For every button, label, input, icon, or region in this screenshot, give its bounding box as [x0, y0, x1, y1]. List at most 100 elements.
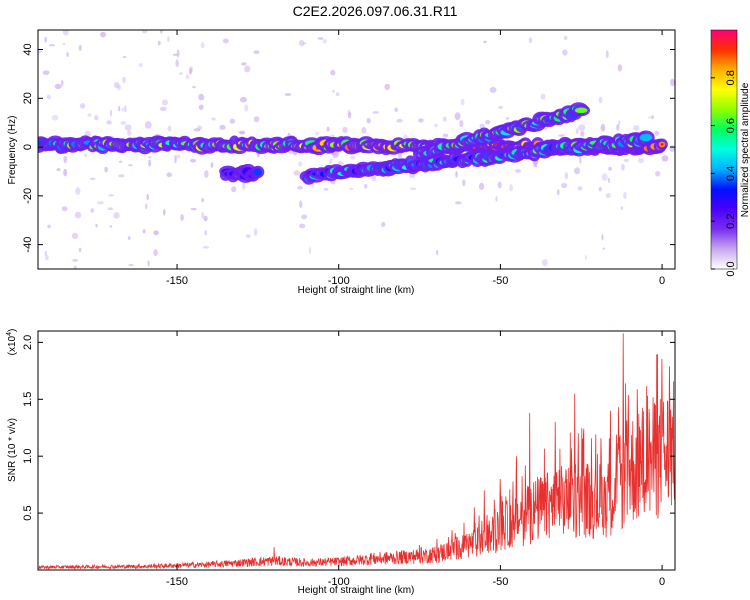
snr-y-axis-label: SNR (10 * v/v) [7, 418, 18, 482]
spectrogram-speckle [479, 123, 485, 129]
spectrogram-speckle [601, 234, 604, 241]
spectrogram-speckle [113, 211, 120, 219]
spectrogram-cell [574, 107, 588, 114]
snr-y-tick-label: 1.0 [22, 449, 34, 464]
spectrogram-speckle [94, 114, 99, 121]
spectrogram-speckle [142, 229, 146, 234]
spectrogram-speckle [617, 64, 623, 72]
snr-y-tick-label: 0.5 [22, 505, 34, 520]
spectrogram-speckle [241, 62, 247, 66]
spectrogram-speckle [384, 83, 391, 91]
spectrogram-cell [639, 133, 653, 142]
spectrogram-speckle [623, 192, 627, 199]
spectrogram-speckle [197, 125, 203, 131]
spectrogram-speckle [147, 260, 150, 267]
spectrogram-speckle [302, 42, 307, 45]
spectrogram-speckle [509, 184, 513, 192]
spectrogram-speckle [618, 120, 621, 126]
spectrogram-speckle [607, 177, 610, 184]
spectrogram-speckle [418, 118, 424, 123]
spectrogram-speckle [605, 192, 611, 199]
spectrogram-speckle [577, 186, 583, 191]
spectrogram-speckle [301, 214, 308, 220]
spectrogram-speckle [669, 78, 675, 87]
spectrogram-speckle [533, 162, 538, 168]
spectrogram-speckle [409, 187, 417, 190]
spectrogram-speckle [638, 157, 645, 164]
spectrogram-speckle [189, 67, 192, 75]
spectrogram-speckle [253, 228, 258, 237]
spectrogram-speckle [189, 158, 196, 163]
spectrogram-speckle [79, 103, 86, 109]
colorbar-tick-label: 0.2 [725, 214, 737, 229]
spectrogram-speckle [211, 117, 216, 121]
spectrogram-speckle [198, 93, 205, 101]
spectrogram-speckle [63, 155, 68, 164]
spectrogram-speckle [600, 123, 606, 132]
spectrogram-speckle [315, 132, 319, 136]
spectrogram-speckle [239, 96, 247, 103]
spectrogram-speckle [669, 144, 675, 153]
spectrogram-speckle [372, 111, 379, 114]
spectrogram-speckle [655, 170, 661, 177]
spectrogram-y-tick-label: -20 [22, 188, 34, 204]
spectrogram-speckle [246, 234, 251, 238]
spectrogram-speckle [109, 109, 113, 117]
snr-frame [37, 330, 676, 571]
spectrogram-speckle [198, 104, 204, 110]
spectrogram-speckle [472, 165, 475, 169]
spectrogram-speckle [253, 116, 260, 123]
spectrogram-speckle [328, 158, 333, 165]
spectrogram-speckle [104, 166, 108, 173]
spectrogram-speckle [63, 168, 68, 177]
spectrogram-speckle [648, 116, 651, 119]
spectrogram-speckle [118, 160, 123, 164]
spectrogram-speckle [201, 197, 204, 203]
spectrogram-speckle [159, 30, 163, 34]
spectrogram-speckle [633, 124, 640, 131]
snr-y-scale-base: (x10 [7, 335, 18, 355]
spectrogram-speckle [332, 89, 335, 93]
spectrogram-speckle [558, 134, 565, 137]
spectrogram-speckle [298, 39, 305, 47]
spectrogram-speckle [363, 183, 368, 189]
spectrogram-speckle [598, 96, 603, 104]
spectrogram-speckle [371, 174, 377, 182]
snr-series-line [38, 333, 675, 570]
spectrogram-speckle [47, 224, 51, 229]
spectrogram-speckle [562, 49, 568, 56]
snr-plot-area [38, 331, 675, 570]
colorbar-tick-label: 0.0 [725, 261, 737, 276]
spectrogram-speckle [442, 116, 447, 122]
spectrogram-speckle [222, 38, 229, 44]
spectrogram-speckle [113, 81, 120, 89]
spectrogram-speckle [178, 72, 184, 75]
spectrogram-speckle [161, 99, 168, 106]
spectrogram-speckle [434, 123, 438, 128]
colorbar-ticks: 0.0 0.2 0.4 0.6 0.8 [711, 70, 737, 277]
spectrogram-cell-core [660, 143, 664, 146]
spectrogram-speckle [323, 187, 329, 191]
spectrogram-speckle [623, 158, 629, 163]
spectrogram-frame [37, 29, 676, 270]
spectrogram-speckle [124, 124, 132, 131]
spectrogram-speckle [330, 69, 336, 76]
snr-y-tick-label: 1.5 [22, 392, 34, 407]
spectrogram-speckle [495, 196, 498, 202]
spectrogram-speckle [580, 130, 585, 137]
spectrogram-speckle [147, 155, 152, 159]
spectrogram-speckle [210, 162, 214, 168]
spectrogram-speckle [561, 182, 568, 189]
snr-x-tick-label: -150 [166, 576, 188, 588]
spectrogram-speckle [78, 44, 82, 52]
spectrogram-speckle [326, 126, 330, 132]
spectrogram-y-tick-label: 20 [22, 92, 34, 104]
spectrogram-speckle [563, 35, 568, 41]
spectrogram-speckle [153, 230, 159, 236]
spectrogram-speckle [489, 86, 497, 93]
spectrogram-speckle [202, 245, 210, 249]
page-title: C2E2.2026.097.06.31.R11 [292, 3, 458, 19]
spectrogram-speckle [121, 107, 124, 112]
spectrogram-speckle [75, 187, 81, 195]
